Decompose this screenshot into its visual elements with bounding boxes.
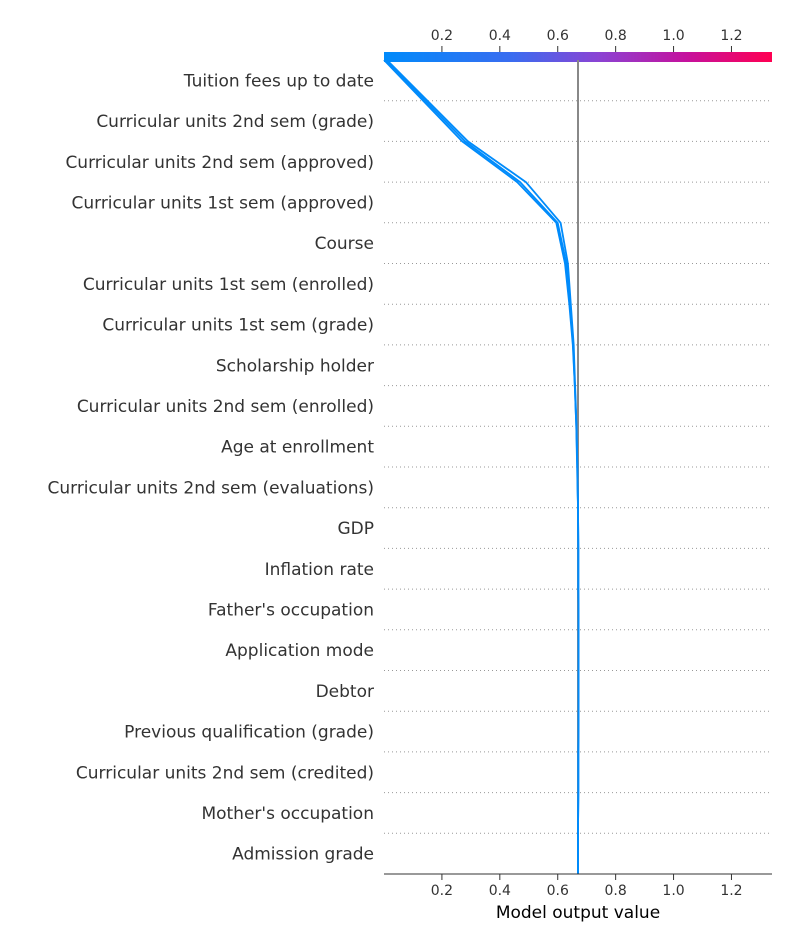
feature-label: Scholarship holder <box>216 356 374 376</box>
feature-label: Curricular units 1st sem (approved) <box>71 193 374 213</box>
top-tick-label: 1.2 <box>720 28 742 44</box>
feature-label: Mother's occupation <box>201 804 374 824</box>
x-axis-title: Model output value <box>496 903 660 923</box>
bottom-tick-label: 0.2 <box>431 883 453 899</box>
top-tick-label: 1.0 <box>662 28 684 44</box>
feature-label: Father's occupation <box>208 600 374 620</box>
bottom-tick-label: 0.6 <box>547 883 569 899</box>
top-tick-label: 0.2 <box>431 28 453 44</box>
feature-label: Admission grade <box>232 845 374 865</box>
feature-label: Age at enrollment <box>221 438 374 458</box>
feature-label: Curricular units 2nd sem (enrolled) <box>77 397 374 417</box>
feature-label: Curricular units 1st sem (enrolled) <box>83 275 374 295</box>
top-axis-ticks: 0.2 0.4 0.6 0.8 1.0 1.2 <box>431 28 743 52</box>
feature-label: Tuition fees up to date <box>183 71 374 91</box>
feature-label: Course <box>315 234 374 254</box>
top-tick-label: 0.4 <box>489 28 511 44</box>
colorbar <box>384 52 772 62</box>
bottom-tick-label: 0.8 <box>605 883 627 899</box>
top-tick-label: 0.6 <box>547 28 569 44</box>
top-tick-label: 0.8 <box>605 28 627 44</box>
feature-label: GDP <box>337 519 374 539</box>
feature-labels: Tuition fees up to date Curricular units … <box>47 71 374 864</box>
feature-label: Curricular units 2nd sem (grade) <box>96 112 374 132</box>
bottom-tick-label: 1.2 <box>720 883 742 899</box>
bottom-axis-ticks: 0.2 0.4 0.6 0.8 1.0 1.2 <box>431 874 743 899</box>
feature-label: Curricular units 2nd sem (approved) <box>65 153 374 173</box>
decision-line <box>386 59 580 874</box>
decision-line <box>384 59 580 874</box>
feature-label: Curricular units 1st sem (grade) <box>102 316 374 336</box>
feature-label: Inflation rate <box>265 560 374 580</box>
feature-label: Application mode <box>225 641 374 661</box>
decision-line <box>383 59 580 874</box>
feature-label: Debtor <box>316 682 374 702</box>
feature-label: Curricular units 2nd sem (credited) <box>76 763 374 783</box>
feature-label: Previous qualification (grade) <box>124 723 374 743</box>
bottom-tick-label: 0.4 <box>489 883 511 899</box>
decision-lines <box>383 59 580 874</box>
bottom-tick-label: 1.0 <box>662 883 684 899</box>
feature-label: Curricular units 2nd sem (evaluations) <box>47 478 374 498</box>
